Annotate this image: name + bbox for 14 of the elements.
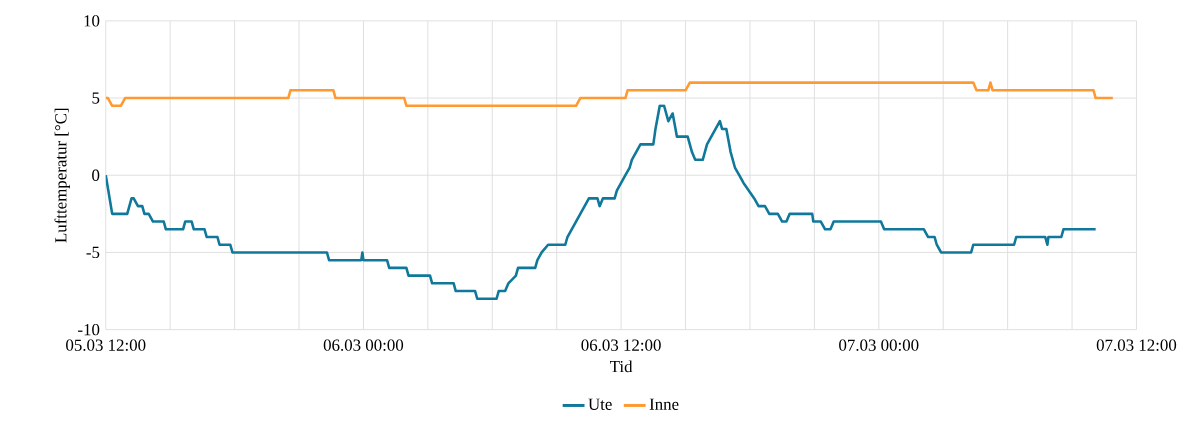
- x-tick-label: 06.03 00:00: [323, 339, 404, 351]
- legend-label: Ute: [588, 398, 612, 410]
- y-tick-label: 0: [92, 169, 100, 182]
- x-tick-label: 06.03 12:00: [581, 339, 661, 351]
- y-tick-label: -10: [78, 324, 100, 336]
- x-tick-label: 05.03 12:00: [66, 339, 146, 351]
- x-tick-label: 07.03 12:00: [1096, 339, 1177, 351]
- legend-label: Inne: [649, 398, 679, 410]
- y-tick-label: 5: [92, 92, 100, 104]
- x-tick-label: 07.03 00:00: [839, 339, 919, 351]
- y-tick-label: -5: [86, 246, 100, 259]
- y-axis-title: Lufttemperatur [°C]: [54, 108, 70, 243]
- y-tick-label: 10: [84, 15, 100, 27]
- x-axis-title: Tid: [610, 360, 633, 373]
